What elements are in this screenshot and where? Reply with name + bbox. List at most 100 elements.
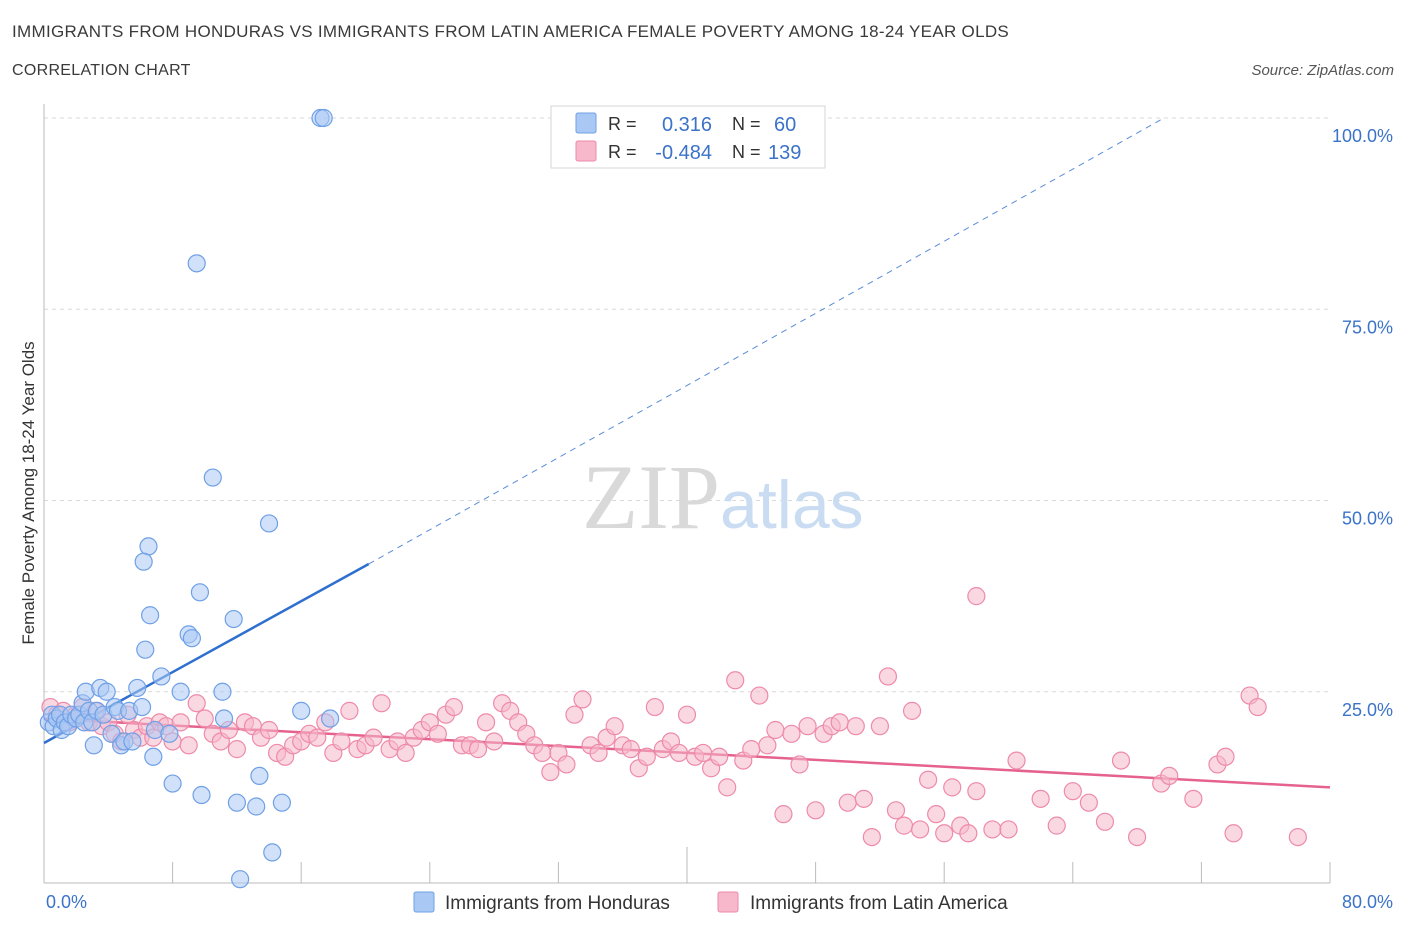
latin-america-point	[693, 743, 713, 763]
honduras-point	[139, 537, 158, 556]
latin-america-point	[1095, 812, 1115, 831]
latin-america-point	[1047, 816, 1066, 835]
honduras-point	[134, 552, 153, 571]
latin-america-point	[766, 720, 785, 740]
latin-america-point	[533, 743, 552, 763]
honduras-point	[263, 843, 282, 862]
latin-america-point	[999, 820, 1018, 839]
latin-america-point	[645, 697, 664, 717]
latin-america-point	[959, 824, 978, 843]
stats-n-value-latin-america: 139	[768, 142, 801, 164]
latin-america-point	[428, 724, 447, 743]
honduras-point	[187, 254, 206, 273]
honduras-point	[292, 701, 311, 720]
honduras-point	[152, 667, 171, 686]
honduras-point	[132, 697, 152, 717]
latin-america-point	[806, 801, 825, 820]
latin-america-point	[774, 805, 793, 824]
latin-america-point	[476, 713, 496, 732]
latin-america-point	[557, 755, 576, 774]
latin-america-point	[782, 724, 801, 743]
latin-america-point	[1079, 793, 1098, 812]
honduras-point	[136, 640, 155, 659]
latin-america-point	[878, 667, 898, 686]
latin-america-point	[308, 728, 327, 747]
axes	[43, 104, 1331, 884]
chart-title: IMMIGRANTS FROM HONDURAS VS IMMIGRANTS F…	[12, 22, 1010, 41]
latin-america-point	[870, 717, 890, 736]
honduras-point	[321, 709, 340, 728]
watermark-zip: ZIP	[582, 446, 720, 548]
honduras-point	[123, 732, 142, 751]
honduras-point	[227, 793, 246, 812]
x-tick-label-min: 0.0%	[46, 892, 87, 912]
latin-america-point	[259, 720, 279, 740]
latin-america-point	[195, 709, 214, 728]
latin-america-point	[1063, 782, 1082, 801]
latin-america-point	[364, 728, 383, 747]
latin-america-point	[830, 713, 849, 732]
latin-america-point	[886, 801, 906, 820]
latin-america-point	[919, 770, 938, 789]
latin-america-point	[332, 732, 351, 751]
honduras-point	[163, 774, 182, 793]
latin-america-point	[1007, 751, 1026, 770]
honduras-point	[213, 682, 232, 701]
latin-america-point	[838, 793, 857, 812]
y-tick-label: 75.0%	[1342, 317, 1393, 337]
stats-r-value-latin-america: -0.484	[655, 142, 712, 164]
stats-swatch-latin-america	[575, 140, 597, 162]
legend-label-honduras: Immigrants from Honduras	[445, 893, 670, 914]
latin-america-point	[1031, 789, 1050, 808]
stats-n-label: N =	[732, 114, 761, 134]
latin-america-point	[565, 705, 584, 724]
honduras-point	[203, 468, 222, 487]
honduras-point	[97, 682, 116, 701]
latin-america-point	[637, 747, 656, 766]
stats-r-label: R =	[608, 114, 637, 134]
honduras-point	[224, 609, 243, 629]
latin-america-point	[710, 747, 729, 766]
honduras-point	[192, 785, 211, 805]
latin-america-point	[485, 732, 504, 751]
latin-america-point	[935, 824, 954, 843]
latin-america-point	[1111, 751, 1131, 770]
stats-n-value-honduras: 60	[774, 114, 796, 136]
latin-america-point	[910, 820, 930, 839]
latin-america-point	[943, 778, 962, 797]
honduras-point	[272, 793, 292, 812]
latin-america-point	[1248, 697, 1267, 717]
latin-america-point	[798, 717, 817, 736]
honduras-point	[314, 108, 333, 128]
latin-america-point	[340, 701, 359, 720]
latin-america-point	[750, 686, 769, 705]
stats-n-label-2: N =	[732, 142, 761, 162]
latin-america-point	[742, 740, 761, 759]
latin-america-point	[605, 717, 624, 736]
stats-r-label-2: R =	[608, 142, 637, 162]
latin-america-point	[372, 694, 391, 713]
honduras-point	[171, 682, 190, 701]
latin-america-point	[758, 736, 777, 755]
latin-america-point	[1288, 827, 1307, 847]
watermark-atlas: atlas	[720, 467, 864, 543]
latin-america-point	[621, 740, 640, 759]
latin-america-point	[790, 755, 809, 774]
latin-america-point	[171, 713, 190, 732]
latin-america-point	[187, 694, 206, 713]
honduras-point	[182, 629, 201, 648]
honduras-point	[250, 766, 269, 786]
latin-america-point	[1160, 766, 1179, 786]
latin-america-point	[1127, 827, 1147, 847]
legend-swatch-honduras	[413, 891, 435, 913]
latin-america-point	[726, 671, 745, 690]
latin-america-point	[468, 740, 488, 759]
honduras-point	[259, 514, 279, 533]
honduras-point	[190, 583, 210, 602]
latin-america-point	[1224, 824, 1243, 843]
latin-america-point	[1216, 747, 1235, 766]
latin-america-point	[444, 697, 464, 717]
latin-america-point	[179, 736, 198, 755]
honduras-point	[214, 709, 234, 728]
